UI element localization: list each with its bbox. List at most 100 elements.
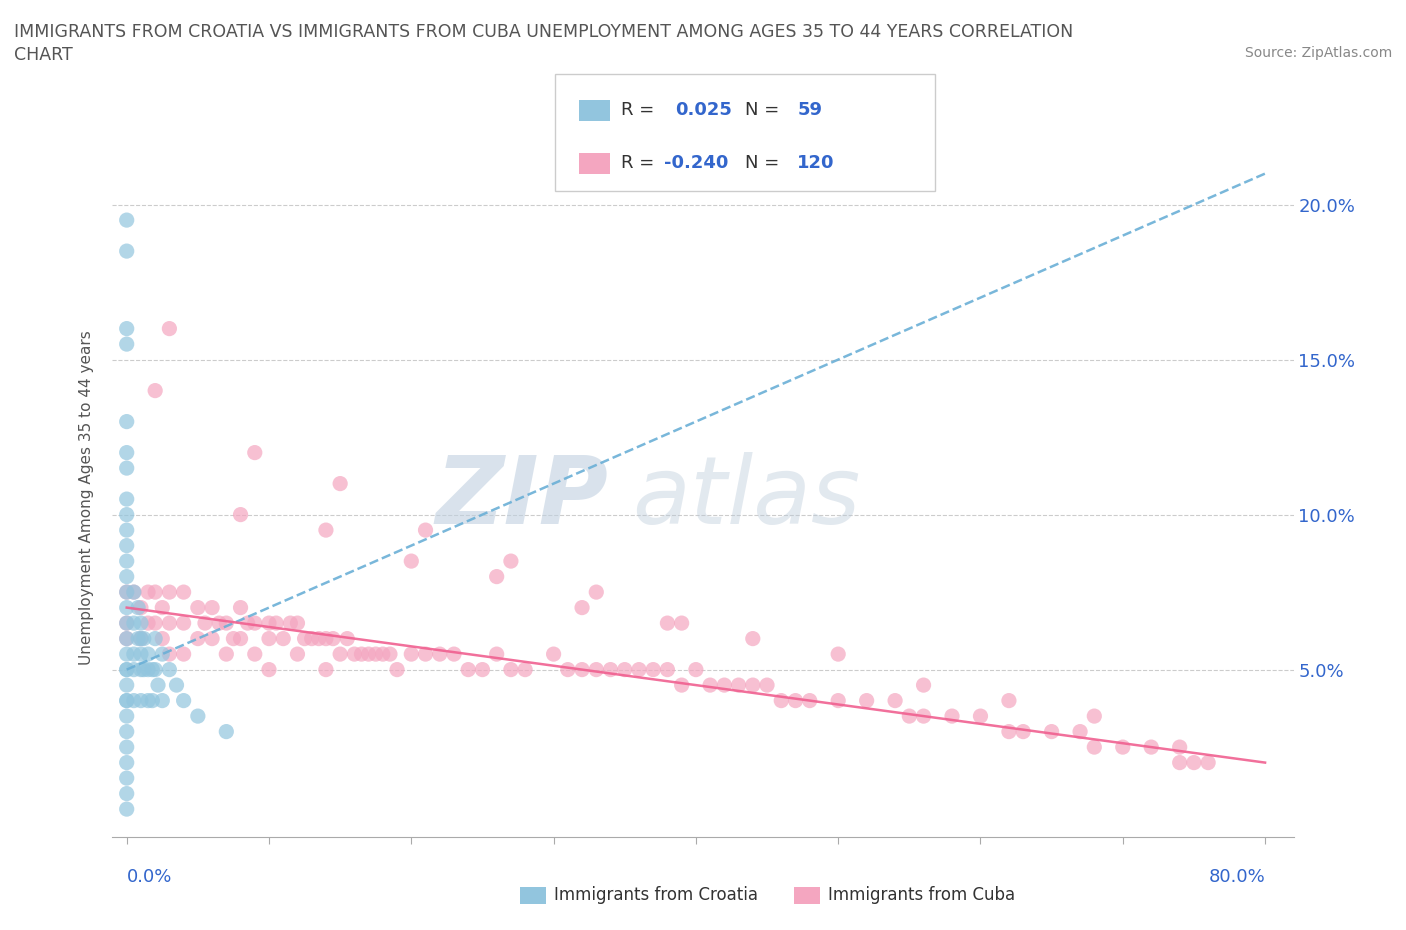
Point	[294, 631, 316, 646]
Point	[385, 662, 408, 677]
Point	[115, 538, 138, 553]
Point	[243, 646, 266, 661]
Point	[150, 646, 173, 661]
Point	[150, 600, 173, 615]
Point	[329, 646, 352, 661]
Point	[115, 755, 138, 770]
Text: 59: 59	[797, 100, 823, 119]
Point	[157, 616, 180, 631]
Point	[115, 616, 138, 631]
Point	[287, 646, 309, 661]
Point	[1040, 724, 1063, 739]
Point	[1112, 739, 1135, 754]
Point	[115, 802, 138, 817]
Point	[613, 662, 636, 677]
Point	[785, 693, 807, 708]
Point	[201, 600, 224, 615]
Point	[136, 646, 159, 661]
Point	[122, 585, 145, 600]
Point	[143, 631, 166, 646]
Point	[143, 585, 166, 600]
Text: atlas: atlas	[633, 452, 860, 543]
Text: N =: N =	[745, 100, 779, 119]
Point	[166, 678, 188, 693]
Point	[136, 585, 159, 600]
Point	[115, 786, 138, 801]
Point	[557, 662, 579, 677]
Point	[187, 600, 209, 615]
Point	[1140, 739, 1163, 754]
Point	[756, 678, 779, 693]
Point	[727, 678, 749, 693]
Point	[1168, 739, 1191, 754]
Point	[243, 616, 266, 631]
Point	[115, 662, 138, 677]
Point	[208, 616, 231, 631]
Point	[1197, 755, 1219, 770]
Point	[115, 244, 138, 259]
Point	[122, 693, 145, 708]
Point	[336, 631, 359, 646]
Point	[799, 693, 821, 708]
Point	[371, 646, 394, 661]
Point	[143, 383, 166, 398]
Point	[315, 631, 337, 646]
Point	[132, 662, 155, 677]
Point	[115, 523, 138, 538]
Point	[173, 646, 195, 661]
Point	[415, 646, 437, 661]
Point	[129, 631, 152, 646]
Text: Immigrants from Cuba: Immigrants from Cuba	[828, 885, 1015, 904]
Point	[215, 646, 238, 661]
Point	[308, 631, 330, 646]
Text: CHART: CHART	[14, 46, 73, 64]
Point	[115, 678, 138, 693]
Point	[115, 693, 138, 708]
Point	[571, 662, 593, 677]
Point	[150, 693, 173, 708]
Point	[136, 616, 159, 631]
Point	[998, 724, 1021, 739]
Point	[157, 585, 180, 600]
Point	[257, 662, 280, 677]
Point	[136, 693, 159, 708]
Point	[115, 337, 138, 352]
Point	[315, 523, 337, 538]
Point	[499, 662, 522, 677]
Point	[129, 693, 152, 708]
Point	[136, 662, 159, 677]
Point	[229, 631, 252, 646]
Point	[322, 631, 344, 646]
Point	[741, 631, 763, 646]
Point	[671, 616, 693, 631]
Point	[115, 445, 138, 460]
Point	[115, 631, 138, 646]
Point	[401, 646, 423, 661]
Point	[898, 709, 921, 724]
Point	[657, 616, 679, 631]
Point	[127, 600, 149, 615]
Point	[173, 616, 195, 631]
Point	[122, 646, 145, 661]
Text: 0.0%: 0.0%	[127, 868, 172, 886]
Point	[157, 646, 180, 661]
Point	[685, 662, 707, 677]
Point	[415, 523, 437, 538]
Point	[657, 662, 679, 677]
Point	[173, 585, 195, 600]
Point	[146, 678, 169, 693]
Point	[115, 771, 138, 786]
Point	[127, 631, 149, 646]
Text: R =: R =	[621, 100, 655, 119]
Point	[343, 646, 366, 661]
Point	[122, 662, 145, 677]
Point	[229, 600, 252, 615]
Point	[129, 662, 152, 677]
Point	[115, 646, 138, 661]
Point	[741, 678, 763, 693]
Point	[713, 678, 735, 693]
Point	[429, 646, 451, 661]
Point	[115, 460, 138, 475]
Point	[115, 569, 138, 584]
Point	[229, 507, 252, 522]
